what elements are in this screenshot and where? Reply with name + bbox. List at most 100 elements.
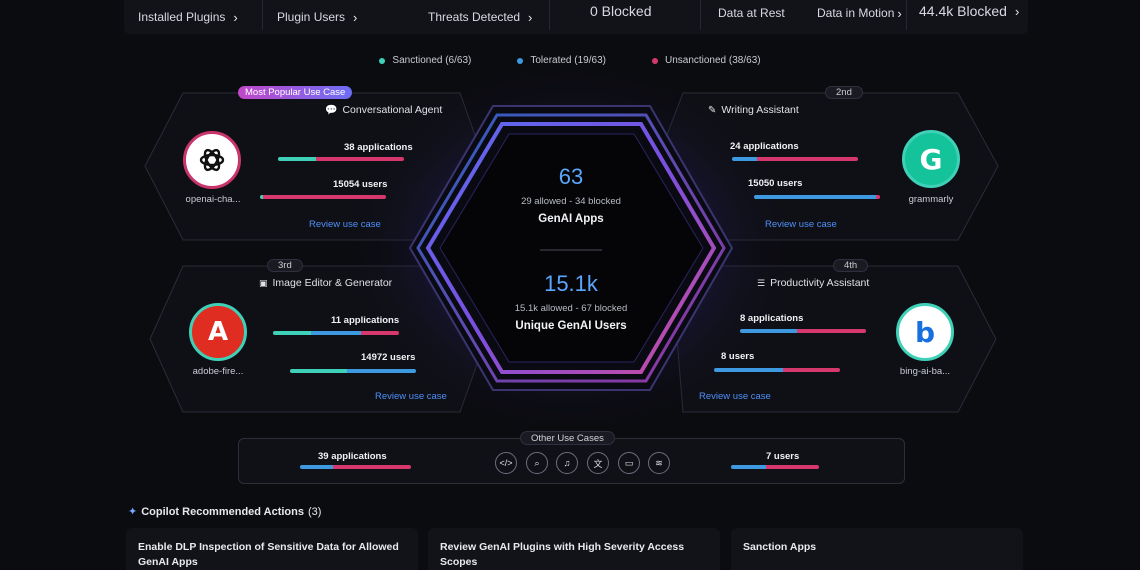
sanctioned-segment: [290, 369, 347, 373]
copilot-card[interactable]: Sanction Apps: [731, 528, 1023, 570]
divider: [549, 0, 550, 30]
tolerated-segment: [732, 157, 758, 161]
use-case-title-image: ▣ Image Editor & Generator: [259, 277, 393, 289]
unsanctioned-segment: [796, 329, 866, 333]
other-use-cases-label[interactable]: Other Use Cases: [520, 431, 615, 445]
other-users-bar: [731, 465, 819, 469]
use-case-title-conversational: 💬 Conversational Agent: [325, 104, 443, 116]
list-icon: ☰: [757, 277, 766, 288]
copilot-card[interactable]: Enable DLP Inspection of Sensitive Data …: [126, 528, 418, 570]
video-icon[interactable]: ▭: [618, 452, 640, 474]
users-count: 8 users: [721, 351, 755, 362]
divider: [906, 0, 907, 30]
tolerated-segment: [731, 465, 767, 469]
bing-logo-icon[interactable]: b: [896, 303, 954, 361]
unsanctioned-segment: [361, 331, 399, 335]
center-hex-mid: [416, 113, 726, 383]
openai-logo-icon[interactable]: [183, 131, 241, 189]
divider: [262, 0, 263, 30]
genai-apps-breakdown: 29 allowed - 34 blocked: [521, 196, 621, 207]
tolerated-segment: [346, 369, 416, 373]
chevron-right-icon: ›: [353, 9, 358, 25]
applications-count: 11 applications: [331, 315, 400, 326]
applications-bar: [278, 157, 404, 161]
genai-apps-summary[interactable]: 63 29 allowed - 34 blocked GenAI Apps: [460, 164, 682, 225]
copilot-count: (3): [308, 505, 322, 518]
unsanctioned-segment: [766, 465, 819, 469]
tolerated-segment: [754, 195, 877, 199]
other-applications-count: 39 applications: [318, 451, 387, 462]
app-name-openai[interactable]: openai-cha...: [185, 194, 241, 205]
center-hex-core: [439, 133, 704, 363]
applications-count: 24 applications: [730, 141, 799, 152]
tolerated-segment: [740, 329, 797, 333]
review-use-case-link[interactable]: Review use case: [309, 219, 381, 230]
rank-badge: 2nd: [825, 86, 863, 99]
top-stats-bar: [124, 0, 1028, 34]
genai-users-count: 15.1k: [544, 271, 598, 296]
other-applications-bar: [300, 465, 411, 469]
applications-count: 8 applications: [740, 313, 804, 324]
sanctioned-segment: [278, 157, 316, 161]
users-bar: [754, 195, 880, 199]
stat-data-at-rest[interactable]: Data at Rest: [718, 6, 785, 20]
genai-users-summary[interactable]: 15.1k 15.1k allowed - 67 blocked Unique …: [460, 271, 682, 332]
database-icon[interactable]: ≋: [648, 452, 670, 474]
sanctioned-dot: [379, 57, 386, 64]
chevron-right-icon: ›: [233, 9, 238, 25]
legend-sanctioned: Sanctioned (6/63): [379, 55, 471, 66]
stat-threats-blocked[interactable]: 0 Blocked: [590, 3, 652, 19]
review-use-case-link[interactable]: Review use case: [699, 391, 771, 402]
applications-bar: [732, 157, 858, 161]
music-icon[interactable]: ♫: [556, 452, 578, 474]
translate-icon[interactable]: 文: [587, 452, 609, 474]
grammarly-g-icon: G: [919, 142, 943, 176]
search-icon[interactable]: ⌕: [526, 452, 548, 474]
adobe-a-icon: A: [207, 317, 229, 347]
unsanctioned-segment: [876, 195, 880, 199]
rank-badge: 4th: [833, 259, 869, 272]
pen-icon: ✎: [708, 104, 717, 116]
users-bar: [260, 195, 386, 199]
tolerated-dot: [517, 57, 524, 64]
stat-data-in-motion[interactable]: Data in Motion ›: [817, 5, 902, 21]
unsanctioned-dot: [651, 57, 658, 64]
applications-bar: [273, 331, 399, 335]
genai-users-breakdown: 15.1k allowed - 67 blocked: [514, 303, 628, 314]
other-users-count: 7 users: [766, 451, 800, 462]
stat-threats-detected[interactable]: Threats Detected ›: [428, 9, 533, 25]
app-name-bing[interactable]: bing-ai-ba...: [899, 366, 951, 377]
applications-count: 38 applications: [344, 142, 413, 153]
most-popular-badge: Most Popular Use Case: [238, 86, 353, 99]
copilot-card[interactable]: Review GenAI Plugins with High Severity …: [428, 528, 720, 570]
review-use-case-link[interactable]: Review use case: [375, 391, 447, 402]
bing-b-icon: b: [914, 315, 936, 349]
tolerated-segment: [310, 331, 362, 335]
legend-unsanctioned: Unsanctioned (38/63): [651, 55, 761, 66]
chevron-right-icon: ›: [1014, 3, 1020, 19]
app-name-adobe-firefly[interactable]: adobe-fire...: [192, 366, 244, 377]
genai-apps-count: 63: [558, 164, 584, 189]
genai-users-label: Unique GenAI Users: [515, 320, 627, 332]
adobe-firefly-logo-icon[interactable]: A: [189, 303, 247, 361]
users-count: 14972 users: [361, 352, 416, 363]
app-name-grammarly[interactable]: grammarly: [908, 194, 954, 205]
stat-data-blocked[interactable]: 44.4k Blocked ›: [919, 3, 1020, 19]
chevron-right-icon: ›: [528, 9, 533, 25]
users-bar: [290, 369, 416, 373]
stat-plugin-users[interactable]: Plugin Users ›: [277, 9, 358, 25]
stat-installed-plugins[interactable]: Installed Plugins ›: [138, 9, 238, 25]
code-icon[interactable]: </>: [495, 452, 517, 474]
chat-icon: 💬: [325, 104, 338, 116]
use-case-title-writing: ✎ Writing Assistant: [708, 104, 799, 116]
unsanctioned-segment: [783, 368, 840, 372]
unsanctioned-segment: [262, 195, 386, 199]
copilot-header: ✦ Copilot Recommended Actions (3): [128, 505, 322, 519]
unsanctioned-segment: [333, 465, 411, 469]
grammarly-logo-icon[interactable]: G: [902, 130, 960, 188]
review-use-case-link[interactable]: Review use case: [765, 219, 837, 230]
tolerated-segment: [300, 465, 334, 469]
applications-bar: [740, 329, 866, 333]
chevron-right-icon: ›: [897, 5, 902, 21]
use-case-title-productivity: ☰ Productivity Assistant: [757, 277, 870, 289]
